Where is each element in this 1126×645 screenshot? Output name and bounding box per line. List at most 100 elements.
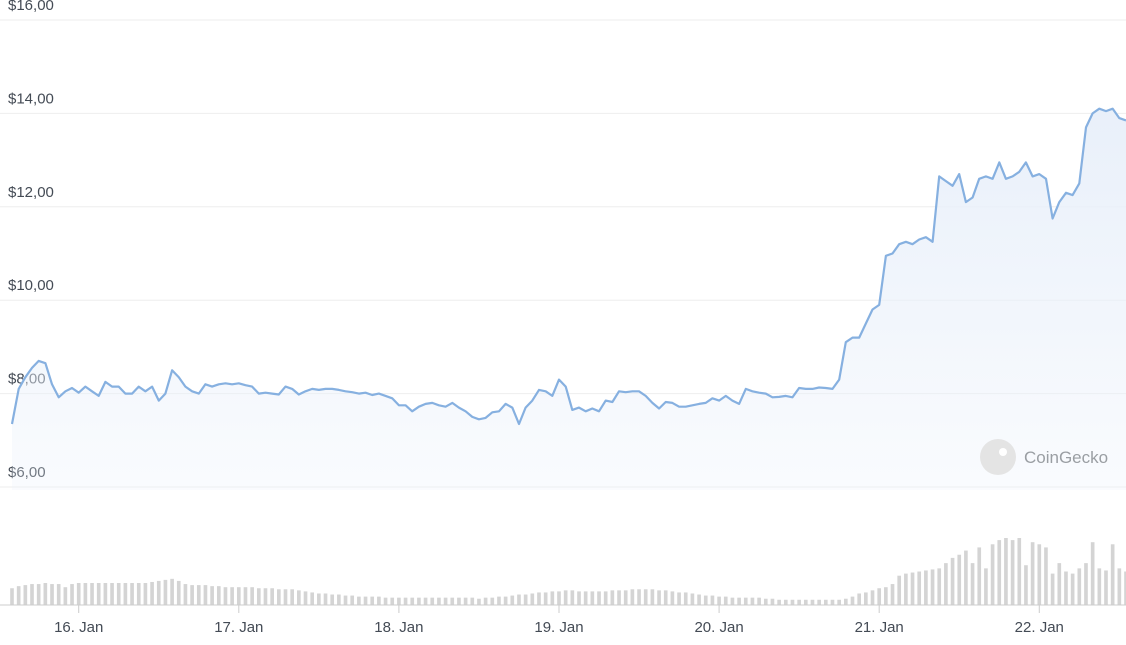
volume-bar <box>463 597 468 605</box>
volume-bar <box>663 590 668 605</box>
volume-bar <box>443 597 448 605</box>
volume-bar <box>590 591 595 605</box>
x-tick-label: 21. Jan <box>855 619 904 636</box>
volume-bar <box>870 590 875 605</box>
volume-bar <box>1057 563 1062 605</box>
volume-bar <box>677 592 681 605</box>
volume-bar <box>417 597 421 605</box>
volume-bar <box>56 584 61 605</box>
volume-bar <box>130 583 134 605</box>
volume-bar <box>1017 538 1022 605</box>
volume-bar <box>397 597 401 605</box>
volume-bar <box>830 599 835 605</box>
volume-bar <box>890 584 895 605</box>
volume-bar <box>10 588 14 605</box>
volume-bar <box>36 584 41 605</box>
volume-bar <box>703 595 708 605</box>
volume-bar <box>423 597 428 605</box>
volume-bar <box>917 571 922 605</box>
volume-bar <box>557 591 561 605</box>
volume-bar <box>737 597 741 605</box>
volume-bar <box>877 588 882 605</box>
volume-bar <box>1124 571 1126 605</box>
volume-bar <box>63 587 68 605</box>
y-tick-label: $12,00 <box>8 184 54 201</box>
volume-bar <box>50 584 54 605</box>
volume-bar <box>277 589 281 605</box>
volume-bar <box>83 583 88 605</box>
volume-bar <box>497 596 501 605</box>
volume-bar <box>403 597 408 605</box>
x-tick-label: 17. Jan <box>214 619 263 636</box>
volume-bar <box>150 581 154 605</box>
volume-bar <box>16 586 21 605</box>
volume-bar <box>823 599 828 605</box>
volume-bar <box>1037 544 1042 605</box>
volume-bar <box>763 598 768 605</box>
volume-bar <box>363 596 368 605</box>
volume-bar <box>510 595 515 605</box>
volume-bar <box>310 592 315 605</box>
volume-bar <box>643 589 648 605</box>
volume-bar <box>183 584 188 605</box>
volume-bar <box>550 591 555 605</box>
volume-bar <box>964 550 968 605</box>
volume-bar <box>597 591 601 605</box>
watermark: CoinGecko <box>980 439 1108 475</box>
volume-bar <box>317 593 321 605</box>
volume-bar <box>990 544 995 605</box>
watermark-logo-eye <box>999 448 1007 456</box>
volume-bar <box>803 599 808 605</box>
volume-bar <box>630 589 635 605</box>
price-area <box>12 108 1126 490</box>
volume-bar <box>1050 573 1055 605</box>
volume-bar <box>1084 563 1088 605</box>
volume-bar <box>103 583 108 605</box>
volume-bar <box>357 596 361 605</box>
volume-bar <box>603 591 608 605</box>
volume-bar <box>156 580 161 605</box>
volume-bar <box>370 596 375 605</box>
volume-bar <box>583 591 588 605</box>
volume-bar <box>563 590 568 605</box>
volume-bar <box>717 596 721 605</box>
volume-bar <box>710 595 715 605</box>
volume-bar <box>924 570 928 605</box>
volume-bar <box>196 585 201 605</box>
volume-bar <box>1104 570 1108 605</box>
volume-bar <box>697 594 701 605</box>
volume-bar <box>683 592 688 605</box>
volume-bar <box>30 584 34 605</box>
volume-bar <box>1117 568 1122 605</box>
volume-bar <box>170 578 174 605</box>
watermark-text: CoinGecko <box>1024 448 1108 467</box>
volume-bar <box>997 540 1002 605</box>
volume-bar <box>490 597 495 605</box>
volume-bar <box>984 568 988 605</box>
volume-bar <box>337 594 341 605</box>
volume-bar <box>230 587 234 605</box>
volume-bar <box>236 587 241 605</box>
y-tick-label: $10,00 <box>8 277 54 294</box>
volume-bar <box>837 599 841 605</box>
volume-bar <box>110 583 114 605</box>
volume-bar <box>90 583 94 605</box>
volume-bar <box>844 598 848 605</box>
x-tick-label: 22. Jan <box>1015 619 1064 636</box>
volume-bar <box>970 563 975 605</box>
volume-bar <box>450 597 455 605</box>
volume-bar <box>517 594 521 605</box>
volume-bar <box>457 597 461 605</box>
volume-bar <box>70 584 74 605</box>
volume-bar <box>864 592 868 605</box>
volume-bar <box>937 568 942 605</box>
volume-bar <box>543 592 548 605</box>
volume-bar <box>857 593 861 605</box>
volume-bar <box>216 586 221 605</box>
y-tick-label: $16,00 <box>8 0 54 14</box>
volume-bar <box>770 598 775 605</box>
volume-bar <box>537 592 541 605</box>
volume-bar <box>944 563 948 605</box>
